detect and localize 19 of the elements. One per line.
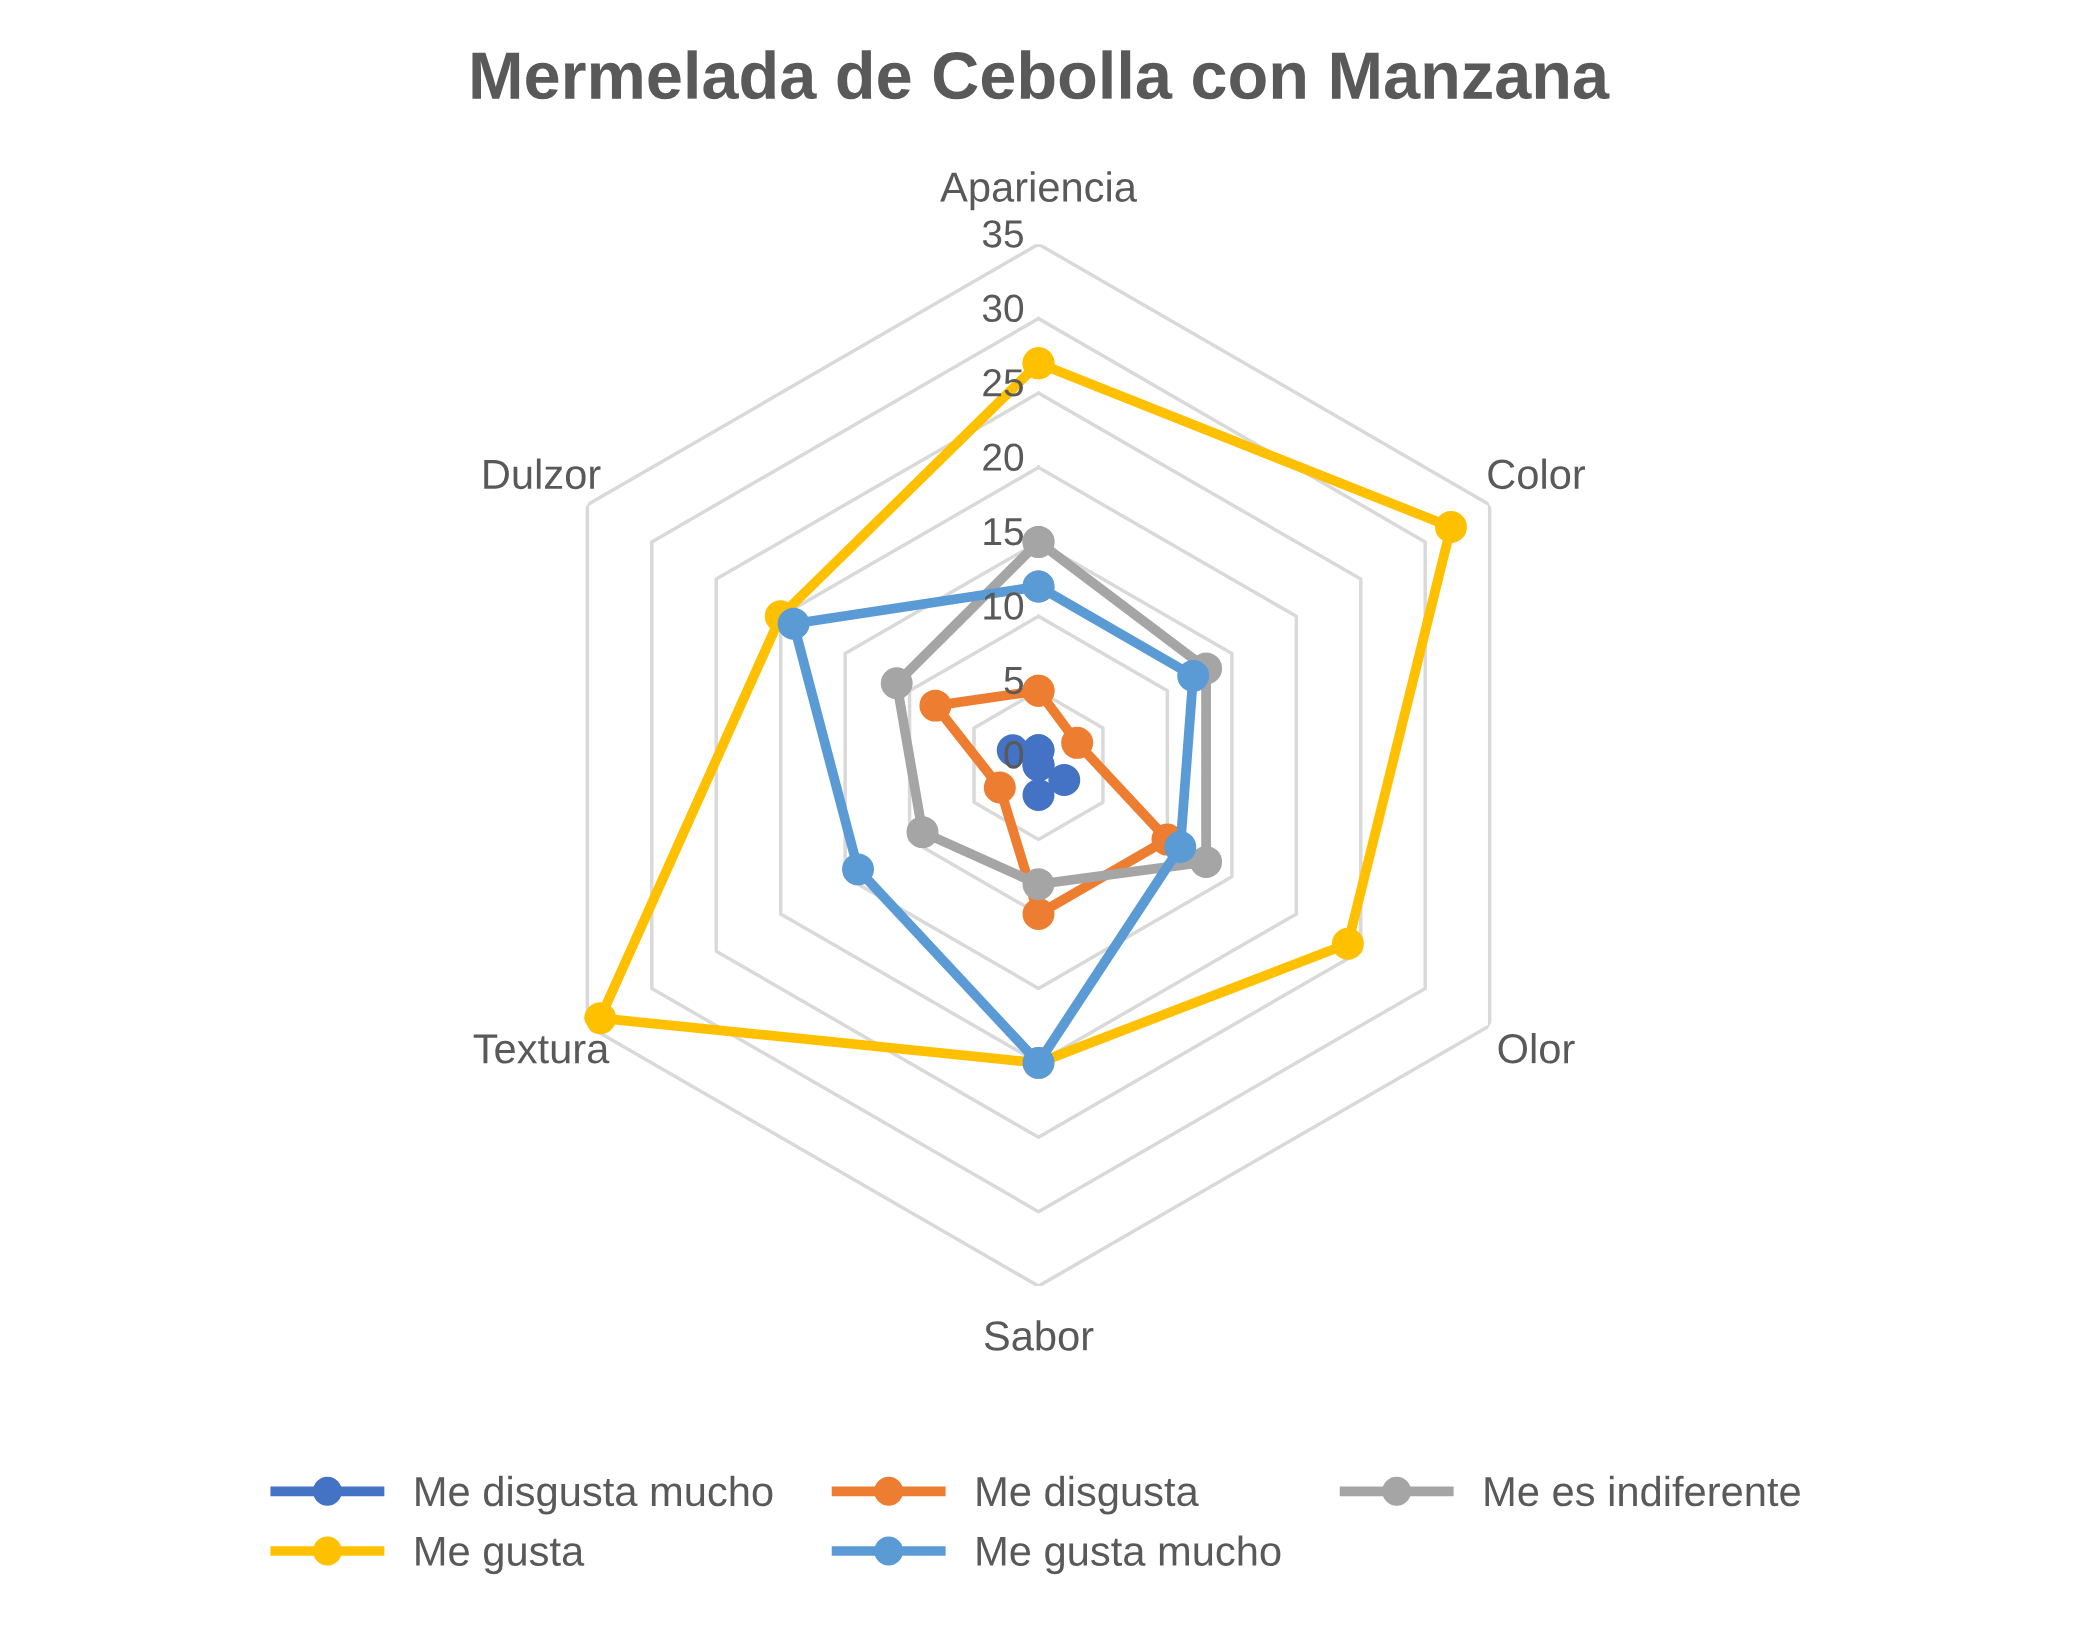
- y-tick-label: 0: [1004, 741, 1024, 769]
- y-tick-label: 10: [984, 592, 1024, 620]
- spoke-label: Color: [1488, 458, 1586, 490]
- spoke-label: Sabor: [984, 1320, 1094, 1351]
- spoke-label: Textura: [473, 1034, 610, 1064]
- spoke-label: Olor: [1498, 1032, 1575, 1064]
- y-tick-label: 15: [984, 518, 1023, 546]
- spoke-label: Apariencia: [940, 171, 1137, 211]
- legend-label: Me gusta mucho: [977, 1535, 1281, 1575]
- y-tick-label: 35: [982, 220, 1023, 248]
- chart-title: Mermelada de Cebolla con Manzana: [472, 50, 1610, 100]
- y-tick-label: 20: [983, 443, 1024, 471]
- legend-label: Me disgusta mucho: [416, 1475, 773, 1515]
- y-tick-label: 5: [1004, 667, 1023, 695]
- legend-label: Me disgusta: [977, 1475, 1199, 1515]
- legend-label: Me es indiferente: [1485, 1475, 1800, 1507]
- spoke-label: Dulzor: [484, 458, 601, 490]
- y-tick-label: 30: [982, 294, 1024, 323]
- legend-label: Me gusta: [416, 1536, 585, 1575]
